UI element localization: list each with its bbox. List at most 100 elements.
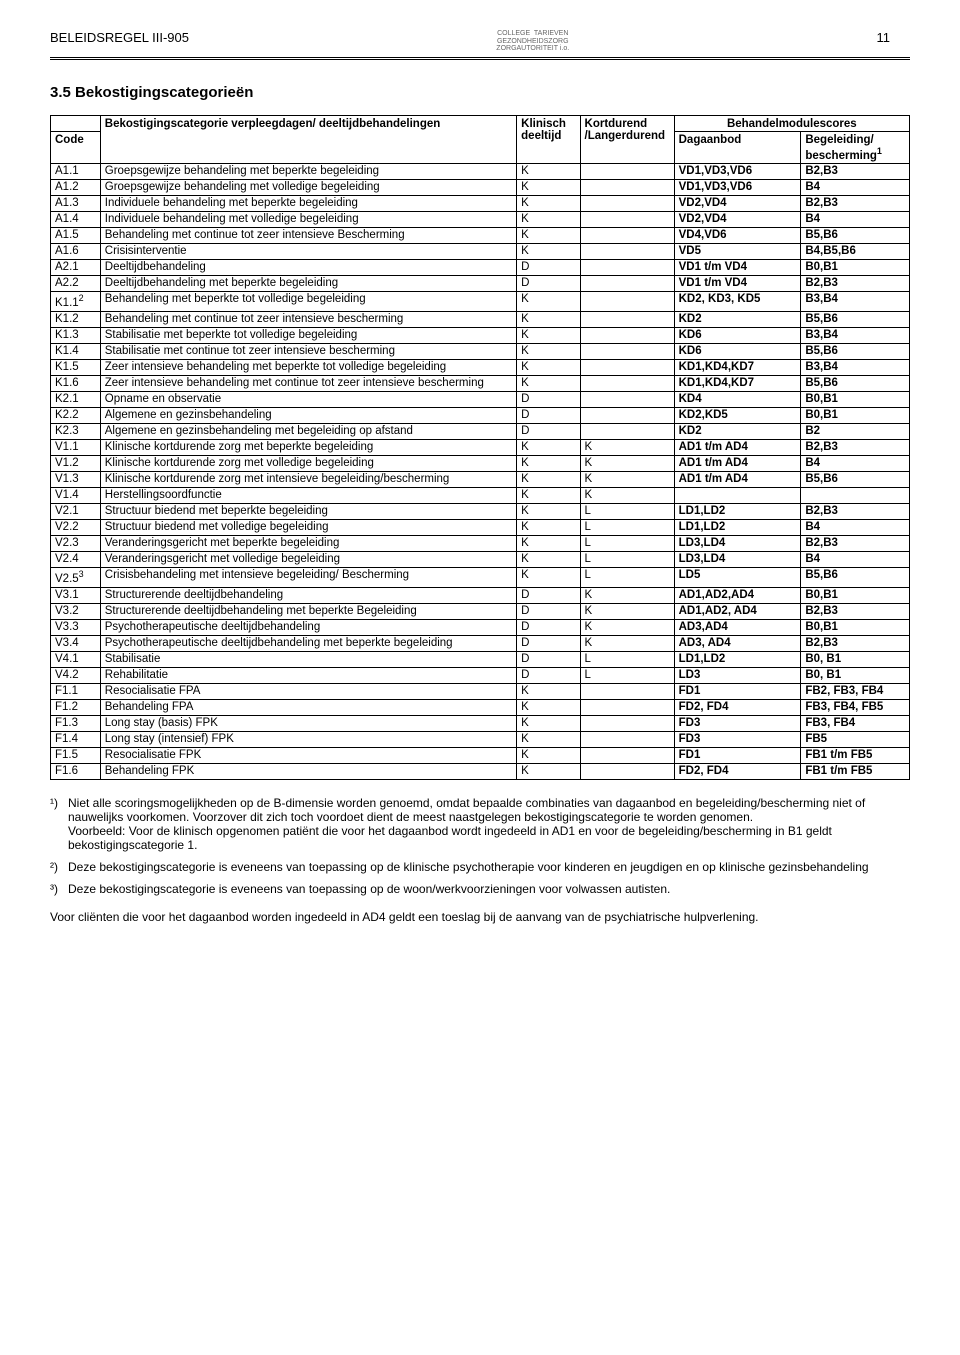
table-row: V3.1Structurerende deeltijdbehandelingDK… <box>51 587 910 603</box>
cell-k2 <box>580 747 674 763</box>
header-rule-2 <box>50 59 910 60</box>
cell-k1: D <box>517 587 580 603</box>
table-row: V2.2Structuur biedend met volledige bege… <box>51 519 910 535</box>
cell-desc: Behandeling FPA <box>100 699 516 715</box>
table-row: V4.1StabilisatieDLLD1,LD2B0, B1 <box>51 651 910 667</box>
cell-code: F1.4 <box>51 731 101 747</box>
cell-desc: Crisisinterventie <box>100 243 516 259</box>
cell-dag: LD1,LD2 <box>674 651 801 667</box>
cell-code: K1.4 <box>51 343 101 359</box>
cell-beg: FB2, FB3, FB4 <box>801 683 910 699</box>
cell-dag: VD1 t/m VD4 <box>674 259 801 275</box>
cell-k2 <box>580 275 674 291</box>
cell-k2: K <box>580 487 674 503</box>
cell-k1: K <box>517 747 580 763</box>
cell-k1: K <box>517 455 580 471</box>
cell-k2 <box>580 327 674 343</box>
table-row: A1.6CrisisinterventieKVD5B4,B5,B6 <box>51 243 910 259</box>
cell-code: F1.1 <box>51 683 101 699</box>
table-row: V1.2Klinische kortdurende zorg met volle… <box>51 455 910 471</box>
cell-desc: Stabilisatie met continue tot zeer inten… <box>100 343 516 359</box>
cell-k1: D <box>517 619 580 635</box>
table-row: A1.3Individuele behandeling met beperkte… <box>51 195 910 211</box>
section-title: 3.5 Bekostigingscategorieën <box>50 84 910 101</box>
cell-k2 <box>580 163 674 179</box>
cell-k1: K <box>517 375 580 391</box>
cell-beg: FB3, FB4, FB5 <box>801 699 910 715</box>
cell-k1: K <box>517 731 580 747</box>
cell-k2 <box>580 195 674 211</box>
cell-desc: Long stay (basis) FPK <box>100 715 516 731</box>
cell-code: V2.53 <box>51 567 101 587</box>
cell-k2 <box>580 311 674 327</box>
cell-code: V1.1 <box>51 439 101 455</box>
cell-beg: B2,B3 <box>801 535 910 551</box>
cell-beg: B2,B3 <box>801 439 910 455</box>
cell-dag: VD1,VD3,VD6 <box>674 179 801 195</box>
th-behandelmodule: Behandelmodulescores <box>674 116 909 132</box>
cell-k2 <box>580 343 674 359</box>
cell-k2 <box>580 259 674 275</box>
cell-beg: B2,B3 <box>801 635 910 651</box>
cell-desc: Groepsgewijze behandeling met beperkte b… <box>100 163 516 179</box>
cell-dag: KD4 <box>674 391 801 407</box>
cell-code: F1.6 <box>51 763 101 779</box>
cell-k1: K <box>517 163 580 179</box>
cell-desc: Zeer intensieve behandeling met beperkte… <box>100 359 516 375</box>
cell-desc: Psychotherapeutische deeltijdbehandeling <box>100 619 516 635</box>
cell-k1: D <box>517 259 580 275</box>
cell-desc: Behandeling met beperkte tot volledige b… <box>100 291 516 311</box>
table-row: V2.53Crisisbehandeling met intensieve be… <box>51 567 910 587</box>
cell-dag: KD6 <box>674 343 801 359</box>
cell-beg: B3,B4 <box>801 291 910 311</box>
cell-k1: D <box>517 603 580 619</box>
cell-beg: B5,B6 <box>801 311 910 327</box>
cell-k2 <box>580 359 674 375</box>
table-row: K2.2Algemene en gezinsbehandelingDKD2,KD… <box>51 407 910 423</box>
cell-beg: B0,B1 <box>801 587 910 603</box>
cell-beg: B4 <box>801 211 910 227</box>
cell-k2: K <box>580 603 674 619</box>
cell-beg: B2,B3 <box>801 195 910 211</box>
cell-beg: B0,B1 <box>801 391 910 407</box>
cell-dag: LD3 <box>674 667 801 683</box>
table-row: K1.4Stabilisatie met continue tot zeer i… <box>51 343 910 359</box>
cell-dag: LD3,LD4 <box>674 551 801 567</box>
cell-beg <box>801 487 910 503</box>
cell-k1: K <box>517 471 580 487</box>
cell-dag: AD3,AD4 <box>674 619 801 635</box>
table-row: V1.3Klinische kortdurende zorg met inten… <box>51 471 910 487</box>
cell-dag: KD6 <box>674 327 801 343</box>
table-row: V2.1Structuur biedend met beperkte begel… <box>51 503 910 519</box>
cell-dag: LD3,LD4 <box>674 535 801 551</box>
cell-dag: KD1,KD4,KD7 <box>674 359 801 375</box>
header-center-logo: COLLEGE TARIEVEN GEZONDHEIDSZORG ZORGAUT… <box>496 30 569 53</box>
cell-desc: Structurerende deeltijdbehandeling <box>100 587 516 603</box>
cell-dag: AD3, AD4 <box>674 635 801 651</box>
cell-k1: K <box>517 311 580 327</box>
cell-dag: KD2 <box>674 311 801 327</box>
cell-beg: B4 <box>801 551 910 567</box>
cell-desc: Zeer intensieve behandeling met continue… <box>100 375 516 391</box>
footnote: ²)Deze bekostigingscategorie is eveneens… <box>50 860 910 874</box>
cell-k1: K <box>517 535 580 551</box>
cell-beg: B0, B1 <box>801 651 910 667</box>
cell-code: V3.4 <box>51 635 101 651</box>
footnote: ³)Deze bekostigingscategorie is eveneens… <box>50 882 910 896</box>
cell-beg: B3,B4 <box>801 359 910 375</box>
cell-dag: FD2, FD4 <box>674 763 801 779</box>
cell-dag: LD1,LD2 <box>674 519 801 535</box>
cell-k2: K <box>580 471 674 487</box>
page-number: 11 <box>876 30 910 45</box>
cell-desc: Individuele behandeling met beperkte beg… <box>100 195 516 211</box>
cell-desc: Opname en observatie <box>100 391 516 407</box>
table-row: A1.4Individuele behandeling met volledig… <box>51 211 910 227</box>
cell-desc: Veranderingsgericht met beperkte begelei… <box>100 535 516 551</box>
cell-beg: B0,B1 <box>801 619 910 635</box>
cell-dag: AD1 t/m AD4 <box>674 471 801 487</box>
cell-desc: Crisisbehandeling met intensieve begelei… <box>100 567 516 587</box>
cell-code: V3.1 <box>51 587 101 603</box>
th-begeleiding-label: Begeleiding/ bescherming <box>805 134 877 162</box>
cell-beg: B0,B1 <box>801 407 910 423</box>
footnote-marker: ²) <box>50 860 68 874</box>
